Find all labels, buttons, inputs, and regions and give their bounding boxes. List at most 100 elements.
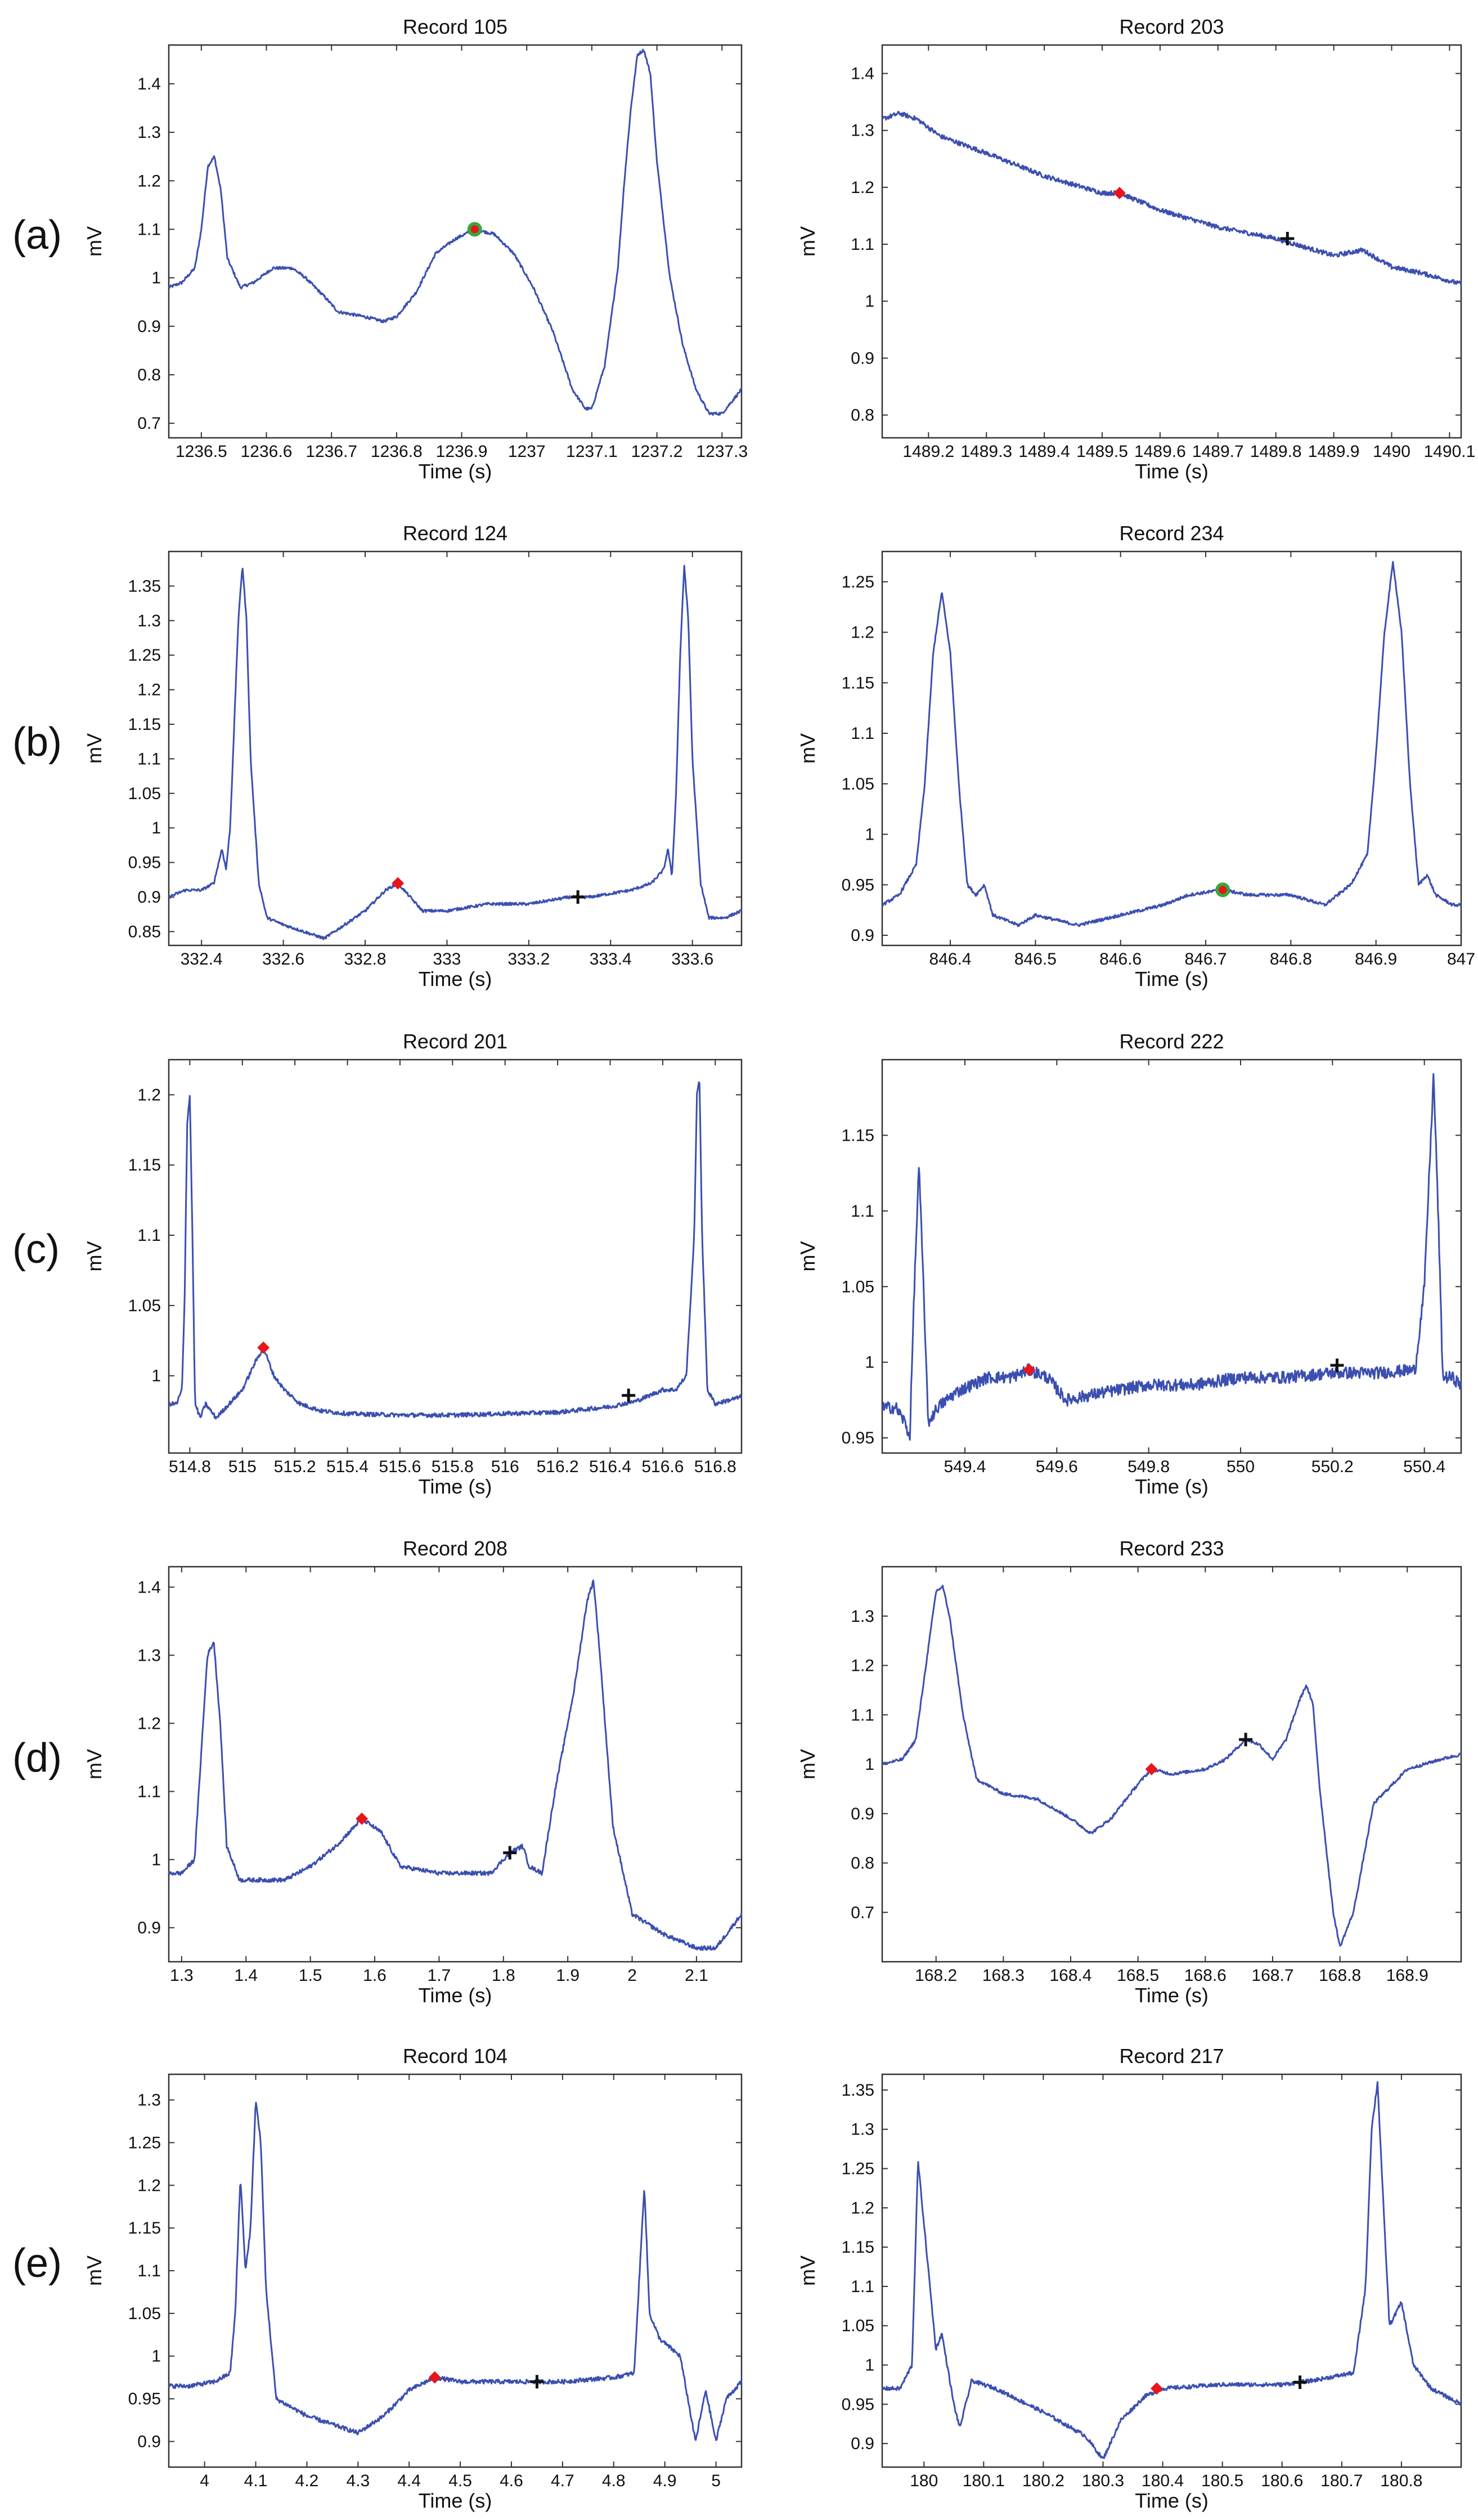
x-tick-label: 332.8: [344, 950, 386, 968]
chart-2: Record 124 332.4 332.6 332.8 333 333.2 333.4 33…: [83, 522, 743, 990]
x-tick-label: 1.3: [170, 1966, 194, 1985]
y-tick-label: 1.3: [851, 2120, 874, 2139]
y-tick-label: 1: [865, 2356, 874, 2375]
y-tick-label: 1.35: [128, 577, 161, 595]
y-tick-label: 1.15: [128, 715, 161, 734]
y-tick-label: 1.1: [851, 235, 874, 254]
x-tick-label: 168.3: [982, 1966, 1025, 1985]
x-tick-label: 1490: [1373, 442, 1410, 461]
plot-frame: [168, 1059, 743, 1454]
x-tick-label: 180.1: [963, 2472, 1005, 2490]
x-tick-label: 1490.1: [1424, 442, 1476, 461]
y-tick-label: 1: [151, 1850, 161, 1869]
x-tick-label: 1.8: [492, 1966, 515, 1985]
y-tick-label: 0.95: [842, 1429, 874, 1447]
chart-7: Record 233 168.2 168.3 168.4 168.5 168.6 168.7…: [796, 1537, 1462, 2007]
x-tick-label: 1236.8: [371, 442, 423, 461]
y-tick-label: 1.3: [137, 1646, 161, 1665]
panels-group: Record 105 1236.5 1236.6 1236.7 1236.8 1236.9…: [83, 15, 1475, 2512]
x-tick-label: 516.4: [589, 1458, 631, 1476]
y-tick-label: 1.1: [137, 1226, 161, 1245]
peak-marker-cross: [571, 890, 585, 904]
x-tick-label: 1489.3: [960, 442, 1012, 461]
x-tick-label: 168.4: [1049, 1966, 1091, 1985]
x-tick-label: 168.7: [1251, 1966, 1293, 1985]
chart-5: Record 222 549.4 549.6 549.8 550 550.2 550.4 0.…: [796, 1030, 1462, 1498]
y-tick-label: 1.1: [851, 1706, 874, 1724]
y-tick-label: 1.2: [137, 1086, 161, 1104]
x-tick-label: 1237.3: [696, 442, 748, 461]
peak-marker-diamond: [392, 877, 405, 890]
chart-title: Record 201: [403, 1030, 507, 1053]
x-tick-label: 515.8: [432, 1458, 474, 1476]
x-tick-label: 333: [433, 950, 461, 968]
x-tick-label: 4.8: [602, 2472, 626, 2490]
y-tick-label: 1.3: [137, 612, 161, 630]
row-label-b: (b): [12, 720, 62, 765]
y-tick-label: 1.1: [137, 2262, 161, 2280]
row-label-c: (c): [12, 1227, 60, 1272]
x-tick-label: 168.9: [1386, 1966, 1428, 1985]
x-tick-label: 515.6: [379, 1458, 421, 1476]
plot-frame: [881, 550, 1462, 947]
y-tick-label: 1.3: [137, 2091, 161, 2110]
x-tick-label: 168.6: [1184, 1966, 1227, 1985]
x-tick-label: 1236.6: [241, 442, 293, 461]
y-tick-label: 0.9: [137, 888, 161, 907]
peak-marker-diamond: [1145, 1763, 1158, 1775]
y-tick-label: 1.3: [137, 123, 161, 142]
y-axis-label: mV: [796, 226, 819, 257]
chart-title: Record 234: [1119, 522, 1224, 545]
y-tick-label: 1.15: [842, 674, 874, 692]
x-tick-label: 332.4: [181, 950, 223, 968]
chart-title: Record 222: [1119, 1030, 1224, 1053]
y-tick-label: 0.9: [851, 349, 874, 367]
x-axis-label: Time (s): [1135, 1475, 1209, 1498]
chart-title: Record 233: [1119, 1537, 1224, 1560]
peak-marker-diamond: [428, 2371, 441, 2384]
peak-marker-cross: [622, 1388, 636, 1402]
x-tick-label: 515: [228, 1458, 257, 1476]
chart-8: Record 104 4 4.1 4.2 4.3 4.4 4.5 4.6 4.7 4.8 4.9 5 0…: [83, 2044, 743, 2512]
x-tick-label: 2: [627, 1966, 637, 1985]
x-tick-label: 516.6: [641, 1458, 684, 1476]
y-tick-label: 0.8: [137, 366, 161, 384]
y-tick-label: 1.4: [137, 1578, 161, 1597]
ecg-trace-line: [168, 48, 743, 416]
peak-marker-diamond: [257, 1341, 270, 1354]
y-tick-label: 1.3: [851, 122, 874, 140]
x-tick-label: 515.2: [274, 1458, 316, 1476]
y-tick-label: 0.95: [842, 2395, 874, 2414]
y-tick-label: 0.9: [851, 926, 874, 945]
y-axis-label: mV: [83, 2256, 106, 2286]
chart-0: Record 105 1236.5 1236.6 1236.7 1236.8 1236.9…: [83, 15, 748, 483]
y-tick-label: 1.2: [137, 172, 161, 190]
x-tick-label: 4.5: [448, 2472, 472, 2490]
y-axis-label: mV: [796, 1241, 819, 1272]
y-tick-label: 1.35: [842, 2081, 874, 2100]
y-axis-label: mV: [83, 1241, 106, 1272]
x-axis-label: Time (s): [419, 1475, 492, 1498]
y-tick-label: 1.15: [842, 1126, 874, 1145]
ecg-trace-line: [881, 2081, 1462, 2459]
plot-frame: [168, 44, 743, 439]
x-tick-label: 332.6: [262, 950, 304, 968]
row-label-e: (e): [12, 2241, 62, 2286]
y-tick-label: 1.25: [128, 2133, 161, 2152]
y-tick-label: 1.15: [842, 2238, 874, 2257]
peak-marker-cross: [1281, 231, 1295, 245]
x-tick-label: 1489.6: [1134, 442, 1186, 461]
x-tick-label: 1.7: [428, 1966, 451, 1985]
x-tick-label: 514.8: [169, 1458, 211, 1476]
x-tick-label: 516.2: [537, 1458, 579, 1476]
x-tick-label: 4.6: [500, 2472, 523, 2490]
y-tick-label: 1.1: [851, 2277, 874, 2296]
plot-frame: [881, 1566, 1462, 1963]
y-tick-label: 0.8: [851, 1854, 874, 1873]
y-tick-label: 1.2: [137, 1714, 161, 1733]
peak-marker-cross: [1239, 1733, 1253, 1747]
x-tick-label: 1489.9: [1308, 442, 1360, 461]
x-axis-label: Time (s): [1135, 1984, 1209, 2007]
y-tick-label: 1: [151, 1367, 161, 1385]
y-tick-label: 1.25: [842, 573, 874, 591]
